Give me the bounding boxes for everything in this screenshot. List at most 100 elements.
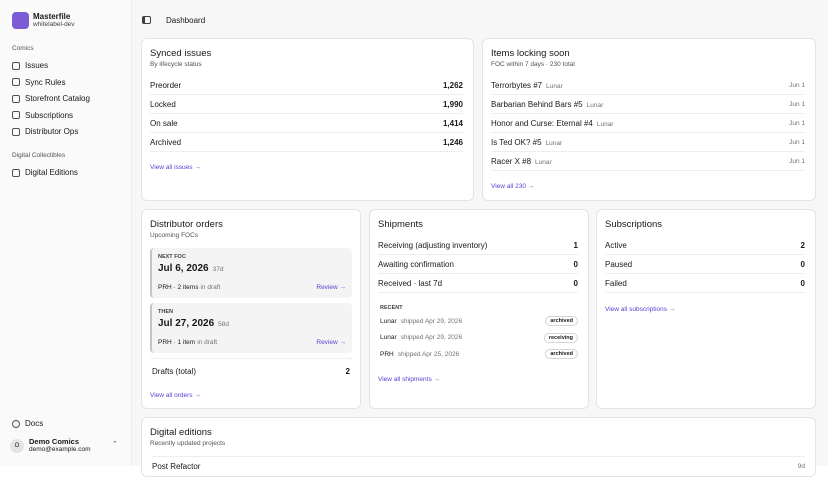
item-date: Jun 1: [789, 119, 805, 127]
card-subtitle: By lifecycle status: [150, 61, 202, 68]
shipment-info: PRH shipped Apr 25, 2026: [380, 351, 459, 358]
locking-item: Is Ted OK? #5 Lunar: [491, 138, 562, 147]
item-title: Racer X #8: [491, 156, 532, 166]
view-all-link[interactable]: View all shipments →: [378, 376, 441, 383]
nav-item[interactable]: Digital Editions: [12, 168, 78, 177]
view-all-link[interactable]: View all orders →: [150, 392, 201, 399]
subscriptions-card: Subscriptions Active 2 Paused 0 Failed 0 View a…: [596, 209, 816, 409]
card-title: Synced issues: [150, 48, 212, 59]
card-title: Distributor orders: [150, 219, 223, 230]
stat-row: Received · last 7d 0: [378, 274, 578, 293]
nav-icon: [12, 168, 20, 177]
item-publisher: Lunar: [535, 158, 552, 166]
sidebar-toggle[interactable]: [142, 16, 151, 24]
nav-section: Comics: [12, 45, 34, 52]
locking-item: Racer X #8 Lunar: [491, 157, 552, 166]
foc-meta-text: PRH · 2 items: [158, 284, 199, 291]
shipments-card: Shipments Receiving (adjusting inventory)…: [369, 209, 589, 409]
foc-kicker: NEXT FOC: [158, 254, 186, 260]
locking-row[interactable]: Racer X #8 Lunar Jun 1: [491, 152, 805, 171]
nav-item[interactable]: Issues: [12, 61, 48, 70]
edition-age: 9d: [797, 462, 805, 470]
view-all-link[interactable]: View all 230 →: [491, 183, 535, 190]
view-all-link[interactable]: View all subscriptions →: [605, 306, 676, 313]
card-title: Shipments: [378, 219, 423, 230]
nav-item[interactable]: Sync Rules: [12, 78, 65, 87]
distributor-orders-card: Distributor orders Upcoming FOCs NEXT FOC J…: [141, 209, 361, 409]
stat-row: Locked 1,990: [150, 95, 463, 114]
review-link[interactable]: Review →: [316, 284, 346, 291]
stat-value: 1,246: [442, 137, 463, 147]
main: Dashboard Synced issues By lifecycle statu…: [132, 0, 828, 477]
docs-link[interactable]: Docs: [12, 419, 43, 428]
view-all-link[interactable]: View all issues →: [150, 164, 201, 171]
sidebar: Masterfile whitelabel-dev Comics Issues Sync…: [0, 0, 132, 466]
drafts-label: Drafts (total): [152, 367, 197, 376]
nav-icon: [12, 111, 20, 120]
locking-row[interactable]: Barbarian Behind Bars #5 Lunar Jun 1: [491, 95, 805, 114]
item-publisher: Lunar: [545, 139, 563, 147]
locking-row[interactable]: Terrorbytes #7 Lunar Jun 1: [491, 76, 805, 95]
stat-label: Failed: [605, 278, 627, 288]
nav-label: Storefront Catalog: [25, 94, 90, 104]
foc-days: 37d: [212, 266, 224, 273]
shipment-detail: shipped Apr 25, 2026: [397, 350, 460, 358]
stat-row: Active 2: [605, 236, 805, 255]
user-name: Demo Comics: [29, 437, 80, 446]
nav-icon: [12, 61, 20, 70]
shipment-row: PRH shipped Apr 25, 2026 archived: [380, 346, 578, 362]
status-pill: receiving: [543, 332, 578, 343]
nav-label: Digital Editions: [25, 168, 78, 177]
stat-row: Failed 0: [605, 274, 805, 293]
card-subtitle: FOC within 7 days · 230 total: [491, 61, 575, 68]
docs-icon: [12, 419, 20, 428]
review-link[interactable]: Review →: [316, 339, 346, 346]
shipment-detail: shipped Apr 29, 2026: [400, 334, 463, 341]
foc-date: Jul 27, 2026 58d: [158, 318, 229, 329]
brand-name: Masterfile: [33, 12, 71, 21]
stat-value: 0: [573, 259, 578, 269]
user-menu[interactable]: O Demo Comics demo@example.com ⌃: [10, 436, 122, 456]
shipment-detail: shipped Apr 29, 2026: [400, 317, 463, 325]
item-date: Jun 1: [789, 138, 805, 146]
digital-editions-card: Digital editions Recently updated project…: [141, 417, 816, 477]
stat-label: Awaiting confirmation: [378, 259, 454, 269]
stat-row: On sale 1,414: [150, 114, 463, 133]
shipment-info: Lunar shipped Apr 29, 2026: [380, 318, 462, 325]
stat-value: 2: [800, 240, 805, 250]
nav-item[interactable]: Distributor Ops: [12, 127, 78, 136]
nav-item[interactable]: Subscriptions: [12, 111, 73, 120]
docs-label: Docs: [25, 419, 44, 428]
foc-meta-text: PRH · 1 item: [158, 339, 196, 346]
nav-label: Distributor Ops: [25, 127, 79, 137]
nav-icon: [12, 94, 20, 103]
foc-date: Jul 6, 2026 37d: [158, 263, 223, 274]
item-title: Barbarian Behind Bars #5: [491, 99, 583, 109]
foc-block: THEN Jul 27, 2026 58d PRH · 1 item in draft R…: [150, 303, 352, 353]
shipment-row: Lunar shipped Apr 29, 2026 receiving: [380, 330, 578, 346]
item-date: Jun 1: [789, 100, 805, 108]
locking-row[interactable]: Honor and Curse: Eternal #4 Lunar Jun 1: [491, 114, 805, 133]
locking-item: Barbarian Behind Bars #5 Lunar: [491, 100, 603, 109]
locking-row[interactable]: Is Ted OK? #5 Lunar Jun 1: [491, 133, 805, 152]
drafts-value: 2: [345, 367, 350, 376]
item-publisher: Lunar: [546, 82, 563, 90]
foc-days: 58d: [218, 321, 230, 328]
card-title: Items locking soon: [491, 48, 570, 59]
foc-meta: PRH · 2 items in draft: [158, 284, 220, 291]
foc-date-text: Jul 6, 2026: [158, 263, 209, 274]
item-publisher: Lunar: [596, 120, 614, 128]
card-title: Digital editions: [150, 427, 212, 438]
user-chevron: ⌃: [112, 441, 118, 448]
shipment-row: Lunar shipped Apr 29, 2026 archived: [380, 313, 578, 329]
stat-row: Awaiting confirmation 0: [378, 255, 578, 274]
page-title: Dashboard: [166, 16, 206, 25]
user-avatar: O: [10, 439, 24, 453]
logo: [12, 12, 29, 29]
stat-label: Active: [605, 240, 627, 250]
nav-item[interactable]: Storefront Catalog: [12, 94, 90, 103]
brand-env: whitelabel-dev: [33, 21, 75, 28]
stat-row: Archived 1,246: [150, 133, 463, 152]
stat-row: Paused 0: [605, 255, 805, 274]
stat-label: Locked: [150, 99, 176, 109]
